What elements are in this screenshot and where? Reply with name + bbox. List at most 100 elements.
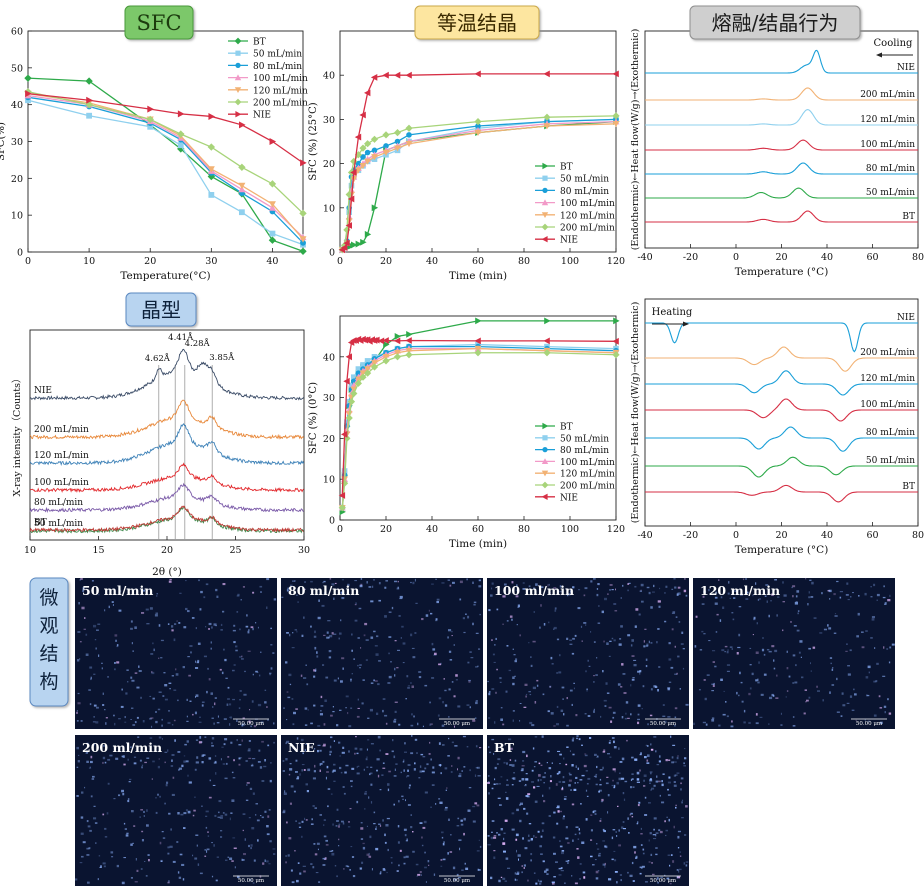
crystal-speck (232, 629, 236, 632)
crystal-speck (561, 686, 565, 689)
crystal-speck (763, 673, 767, 676)
data-point (208, 112, 216, 120)
crystal-speck (741, 700, 744, 703)
crystal-speck (581, 841, 585, 844)
data-point (360, 154, 366, 160)
crystal-speck (166, 781, 169, 784)
series-nie (338, 335, 619, 499)
crystal-speck (581, 744, 583, 746)
crystal-speck (89, 829, 92, 832)
crystal-speck (386, 871, 388, 874)
label-iso: 等温结晶 (414, 5, 540, 40)
crystal-speck (683, 765, 686, 767)
crystal-speck (126, 832, 129, 835)
crystal-speck (90, 676, 92, 680)
crystal-speck (259, 766, 263, 769)
crystal-speck (205, 815, 208, 817)
crystal-speck (170, 828, 172, 831)
legend-label: NIE (560, 493, 578, 503)
crystal-speck (105, 747, 107, 749)
crystal-speck (342, 822, 345, 825)
crystal-speck (259, 674, 261, 677)
crystal-speck (620, 879, 622, 882)
crystal-speck (248, 757, 252, 759)
crystal-speck (487, 844, 491, 846)
crystal-speck (102, 862, 106, 865)
crystal-speck (340, 591, 343, 594)
crystal-speck (359, 867, 363, 870)
crystal-speck (369, 708, 373, 712)
x-tick-label: 0 (25, 256, 31, 267)
crystal-speck (329, 850, 333, 852)
crystal-speck (758, 598, 761, 600)
data-point (177, 142, 184, 149)
crystal-speck (374, 680, 378, 682)
crystal-speck (644, 756, 647, 759)
crystal-speck (216, 856, 219, 858)
crystal-speck (208, 678, 211, 681)
crystal-speck (334, 865, 337, 867)
data-point (394, 138, 401, 145)
data-point (371, 154, 378, 161)
crystal-speck (347, 583, 350, 587)
crystal-speck (338, 823, 341, 826)
crystal-speck (331, 632, 334, 635)
crystal-speck (503, 588, 506, 591)
crystal-speck (146, 757, 150, 759)
crystal-speck (829, 657, 833, 659)
crystal-speck (736, 652, 739, 655)
dsc-curve (645, 162, 918, 175)
crystal-speck (232, 669, 235, 672)
crystal-speck (569, 750, 571, 752)
crystal-speck (130, 843, 133, 846)
crystal-speck (310, 863, 313, 865)
crystal-speck (596, 657, 598, 659)
crystal-speck (382, 868, 386, 871)
crystal-speck (264, 810, 267, 813)
crystal-speck (377, 683, 380, 686)
crystal-speck (522, 760, 525, 762)
crystal-speck (218, 811, 220, 814)
crystal-speck (567, 860, 570, 862)
crystal-speck (354, 752, 356, 755)
crystal-speck (457, 705, 461, 708)
crystal-speck (336, 875, 338, 878)
xrd-series-100-ml/min: 100 mL/min (29, 462, 305, 493)
crystal-speck (540, 764, 543, 766)
crystal-speck (669, 883, 672, 885)
crystal-speck (290, 869, 293, 872)
crystal-speck (414, 738, 418, 741)
crystal-speck (426, 763, 429, 766)
crystal-speck (230, 741, 233, 744)
crystal-speck (674, 645, 676, 648)
x-tick-label: 20 (380, 524, 392, 535)
crystal-speck (381, 774, 384, 776)
crystal-speck (719, 619, 722, 622)
crystal-speck (677, 847, 680, 849)
crystal-speck (590, 580, 593, 583)
crystal-speck (655, 847, 658, 849)
crystal-speck (317, 848, 319, 851)
crystal-speck (626, 739, 628, 742)
crystal-speck (220, 830, 223, 832)
crystal-speck (352, 875, 356, 878)
crystal-speck (712, 650, 716, 652)
crystal-speck (384, 869, 386, 872)
crystal-speck (189, 645, 193, 647)
crystal-speck (569, 643, 573, 645)
crystal-speck (307, 709, 309, 711)
data-point (393, 129, 402, 137)
crystal-speck (140, 748, 142, 751)
crystal-speck (151, 671, 153, 673)
crystal-speck (168, 880, 170, 883)
crystal-speck (439, 801, 443, 804)
crystal-speck (286, 589, 289, 592)
crystal-speck (514, 872, 517, 875)
crystal-speck (267, 815, 270, 818)
crystal-speck (400, 771, 402, 774)
series-line (27, 96, 304, 244)
crystal-speck (773, 694, 775, 697)
crystal-speck (289, 744, 292, 746)
crystal-speck (320, 710, 322, 712)
crystal-speck (796, 629, 800, 632)
